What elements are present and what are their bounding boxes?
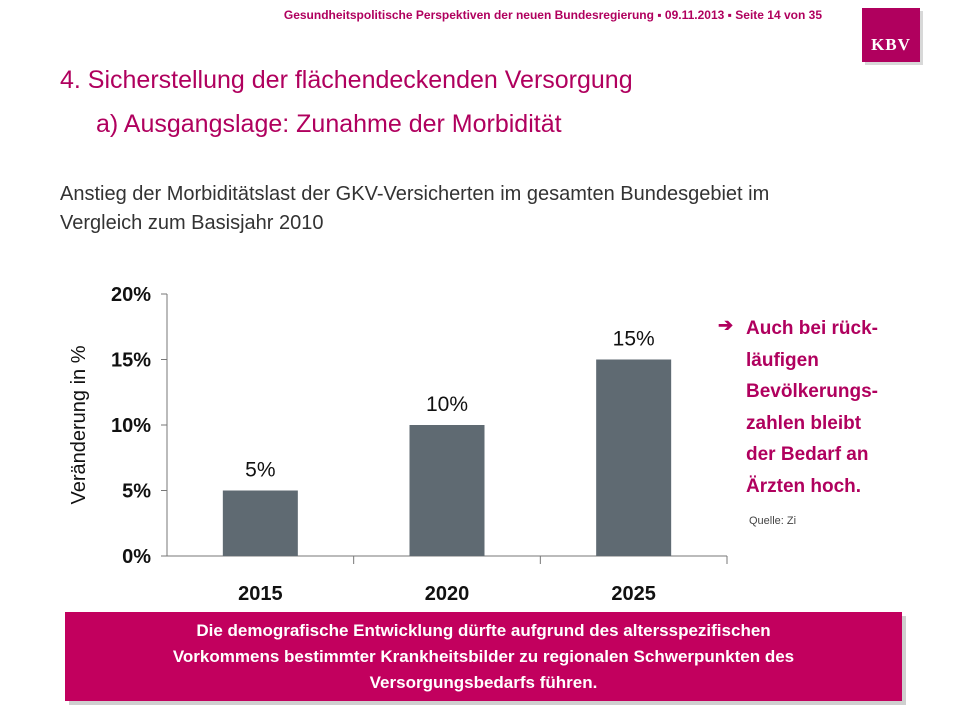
y-tick-label: 10% <box>111 415 151 437</box>
y-tick-label: 20% <box>111 284 151 306</box>
y-tick-label: 15% <box>111 350 151 372</box>
data-label: 15% <box>613 328 655 351</box>
data-label: 5% <box>245 459 275 482</box>
key-message-text: Auch bei rück- läufigen Bevölkerungs- za… <box>746 318 878 497</box>
source-note: Quelle: Zi <box>749 515 797 527</box>
x-tick-label: 2015 <box>238 583 283 605</box>
logo-text: KBV <box>871 35 911 54</box>
y-tick-label: 0% <box>122 546 151 568</box>
slide-header: Gesundheitspolitische Perspektiven der n… <box>222 8 822 22</box>
header-separator: ▪ <box>657 8 662 22</box>
data-label: 10% <box>426 393 468 416</box>
bar-2015 <box>222 490 298 556</box>
slide-title: 4. Sicherstellung der flächendeckenden V… <box>60 66 633 94</box>
y-axis-label: Veränderung in % <box>68 345 90 504</box>
conclusion-text: Die demografische Entwicklung dürfte auf… <box>172 620 795 692</box>
page-number: Seite 14 von 35 <box>735 8 822 22</box>
x-tick-label: 2020 <box>425 583 470 605</box>
kbv-logo: KBV <box>862 8 920 62</box>
chart-caption: Anstieg der Morbiditätslast der GKV-Vers… <box>60 183 770 234</box>
presentation-title: Gesundheitspolitische Perspektiven der n… <box>283 8 654 22</box>
x-tick-label: 2025 <box>611 583 656 605</box>
header-separator: ▪ <box>727 8 732 22</box>
arrow-right-icon: ➔ <box>718 315 734 335</box>
presentation-date: 09.11.2013 <box>664 8 725 22</box>
slide-subheading: a) Ausgangslage: Zunahme der Morbidität <box>96 110 562 138</box>
y-tick-label: 5% <box>122 481 151 503</box>
bar-2025 <box>596 359 672 556</box>
bar-2020 <box>409 425 485 556</box>
conclusion-banner: Die demografische Entwicklung dürfte auf… <box>65 612 902 701</box>
